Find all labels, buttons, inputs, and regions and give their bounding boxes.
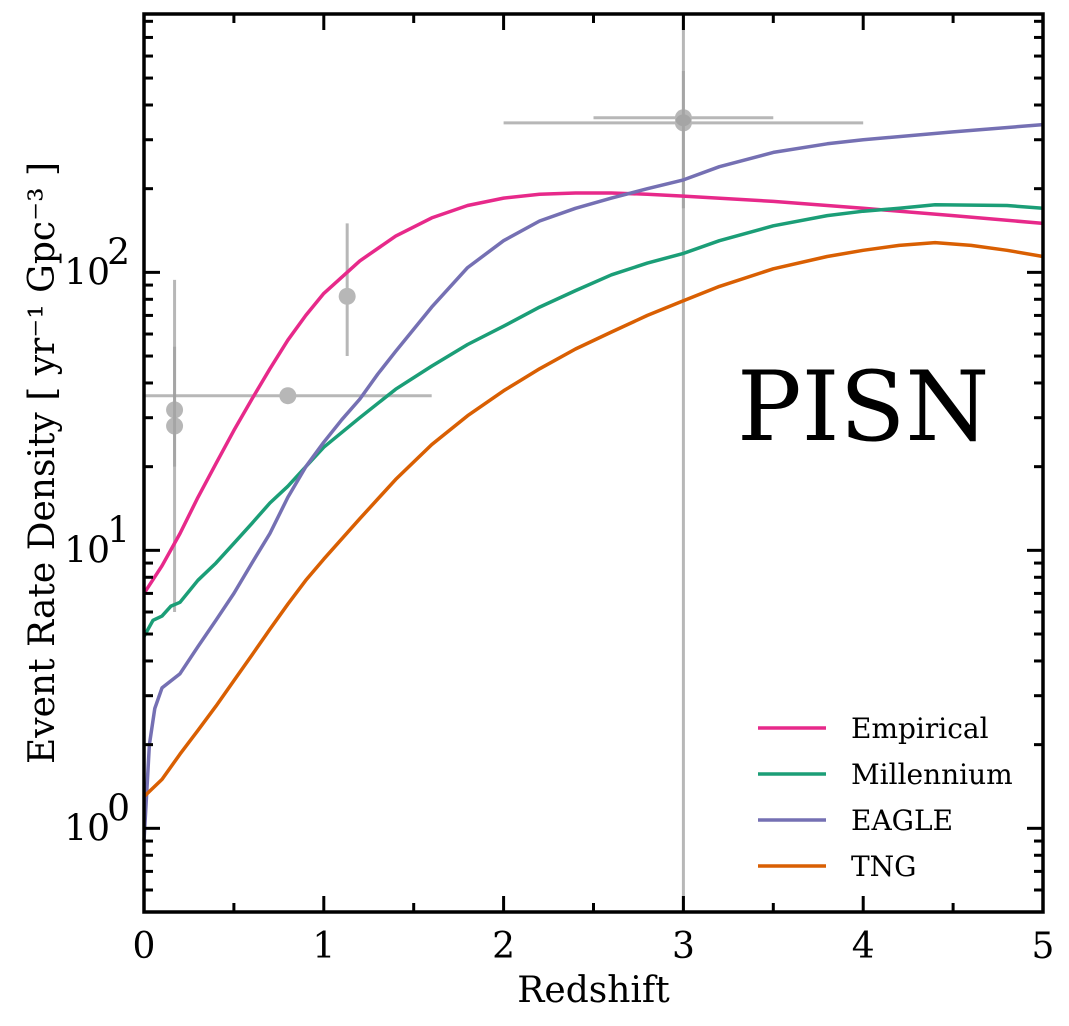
series-line-tng <box>142 240 1044 798</box>
x-tick-label: 1 <box>312 926 335 967</box>
error-point <box>338 223 356 357</box>
legend-label: TNG <box>851 850 917 883</box>
error-bars <box>144 14 864 912</box>
y-tick-label-exponent: 0 <box>107 788 130 829</box>
legend-label: EAGLE <box>851 804 953 837</box>
error-point <box>144 387 432 405</box>
pisn-annotation: PISN <box>737 351 989 463</box>
legend-label: Millennium <box>851 758 1013 791</box>
data-point <box>674 114 692 132</box>
x-tick-label: 4 <box>852 926 875 967</box>
x-tick-label: 3 <box>672 926 695 967</box>
y-tick-label: 10 <box>64 808 110 849</box>
error-point <box>503 71 864 209</box>
x-axis-label: Redshift <box>517 970 670 1011</box>
series-line-empirical <box>142 191 1044 595</box>
series-line-millennium <box>142 203 1044 638</box>
y-tick-label: 10 <box>64 252 110 293</box>
data-point <box>338 287 356 305</box>
plot-frame <box>142 12 1045 914</box>
y-tick-label: 10 <box>64 530 110 571</box>
series-line-eagle <box>142 122 1044 842</box>
series-lines <box>142 122 1044 842</box>
y-tick-label-exponent: 2 <box>107 232 130 273</box>
x-tick-label: 5 <box>1032 926 1055 967</box>
data-point <box>279 387 297 405</box>
x-tick-label: 0 <box>133 926 156 967</box>
x-tick-label: 2 <box>492 926 515 967</box>
legend-label: Empirical <box>851 712 989 745</box>
data-point <box>166 417 184 435</box>
legend: Empirical Millennium EAGLE TNG <box>758 712 1013 883</box>
y-tick-label-exponent: 1 <box>107 510 130 551</box>
error-point <box>166 346 184 467</box>
y-axis-label: Event Rate Density [ yr⁻¹ Gpc⁻³ ] <box>22 162 63 764</box>
